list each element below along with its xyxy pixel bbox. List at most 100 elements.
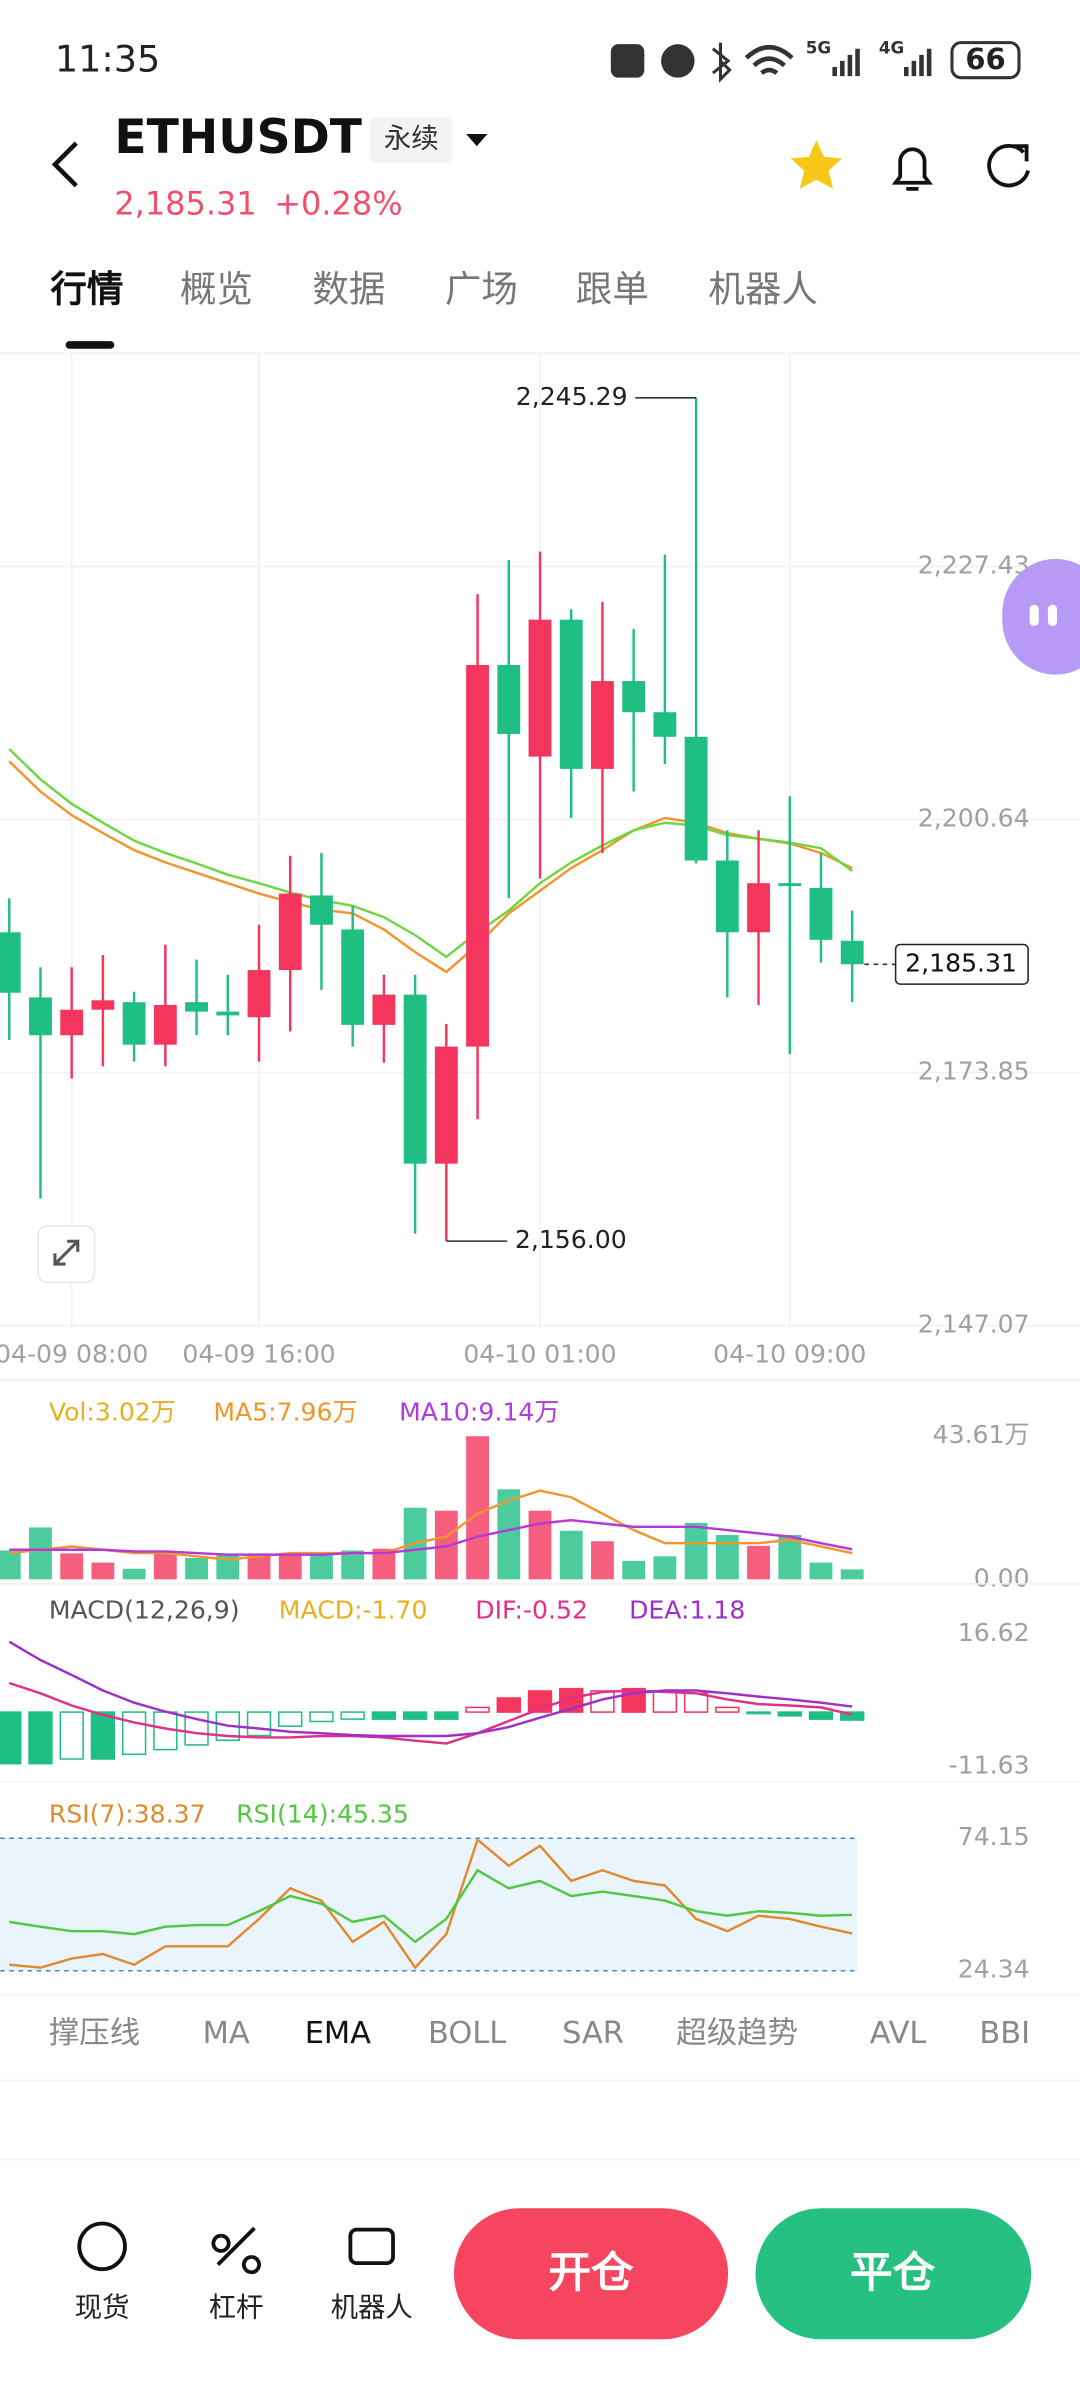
contract-badge[interactable]: 永续: [384, 124, 439, 155]
volume-bar: [0, 1550, 21, 1580]
candle-body: [840, 940, 864, 965]
macd-bar: [309, 1711, 334, 1723]
margin-button[interactable]: 杠杆: [209, 2292, 264, 2323]
rsi-band: [0, 1838, 858, 1971]
assistant-bubble[interactable]: [1002, 558, 1080, 675]
macd-title: MACD(12,26,9): [49, 1595, 240, 1624]
close-button[interactable]: [755, 2208, 1032, 2340]
legend-entry: MACD:-1.70: [279, 1595, 428, 1624]
candle-body: [29, 997, 52, 1036]
y-tick-label: 16.62: [958, 1618, 1030, 1647]
badge-bg: [370, 117, 453, 163]
open-label: 开仓: [548, 2248, 634, 2298]
dropdown-icon[interactable]: [466, 134, 488, 147]
back-button[interactable]: [51, 141, 78, 188]
candle-body: [778, 883, 802, 887]
spot-button[interactable]: 现货: [75, 2292, 130, 2323]
tab[interactable]: 机器人: [708, 267, 818, 310]
net-5g: 5G: [806, 38, 831, 58]
volume-bar: [497, 1489, 521, 1580]
volume-bar: [653, 1556, 677, 1580]
candle-body: [747, 883, 770, 933]
battery-level: 66: [965, 42, 1005, 76]
rsi-line: [9, 1868, 853, 1944]
header-change: +0.28%: [274, 185, 402, 223]
indicator-tab[interactable]: 撑压线: [49, 2016, 140, 2051]
tab[interactable]: 跟单: [576, 267, 649, 310]
volume-bar: [60, 1553, 84, 1580]
x-tick-label: 04-09 08:00: [0, 1339, 148, 1368]
macd-bar: [746, 1711, 771, 1715]
candle-body: [715, 860, 739, 933]
macd-bar: [402, 1711, 428, 1720]
candle-body: [91, 1000, 115, 1010]
macd-bar: [777, 1711, 802, 1717]
favorite-button[interactable]: [790, 140, 843, 189]
charts: 2,227.43 2,200.64 2,173.85 2,147.07 04-09 08…: [0, 353, 1080, 1984]
volume-ma-line: [9, 1518, 853, 1556]
macd-line: [8, 1681, 853, 1745]
y-tick-label: 0.00: [974, 1563, 1030, 1592]
x-tick-label: 04-10 09:00: [713, 1339, 866, 1368]
candle-body: [528, 619, 552, 757]
tab[interactable]: 数据: [312, 267, 385, 310]
legend-entry: MA10:9.14万: [399, 1397, 559, 1426]
spot-icon: [77, 2221, 127, 2272]
macd-bar: [652, 1690, 678, 1713]
candle-body: [653, 712, 677, 737]
indicator-tab[interactable]: SAR: [562, 2016, 624, 2051]
share-button[interactable]: [987, 144, 1030, 188]
volume-bar: [747, 1545, 770, 1580]
tab[interactable]: 行情: [50, 267, 123, 310]
candle-body: [622, 681, 646, 713]
low-label: 2,156.00: [515, 1225, 627, 1254]
nfc-icon: [610, 44, 645, 78]
tab[interactable]: 概览: [180, 267, 253, 310]
volume-ma-line: [9, 1489, 853, 1561]
tab[interactable]: 广场: [445, 267, 518, 310]
signal-icon: [832, 48, 860, 77]
legend-entry: DEA:1.18: [629, 1595, 745, 1624]
indicator-tab[interactable]: MA: [203, 2016, 250, 2051]
indicator-tab[interactable]: EMA: [305, 2016, 371, 2051]
volume-bar: [341, 1550, 365, 1580]
macd-bar: [28, 1711, 53, 1765]
volume-bar: [559, 1530, 583, 1580]
volume-bar: [684, 1522, 708, 1580]
candle-body: [247, 970, 271, 1018]
alert-button[interactable]: [891, 147, 933, 191]
x-tick-label: 04-09 16:00: [182, 1339, 335, 1368]
tab-indicator: [65, 341, 115, 349]
bubble-eye: [1047, 604, 1058, 626]
legend-entry: DIF:-0.52: [475, 1595, 588, 1624]
candle-body: [684, 736, 708, 861]
macd-bar: [0, 1711, 22, 1765]
volume-bar: [153, 1553, 177, 1580]
candle-body: [278, 893, 302, 971]
indicator-tab[interactable]: BBI: [979, 2016, 1030, 2051]
last-price-box: [894, 943, 1029, 985]
x-tick-label: 04-10 01:00: [463, 1339, 616, 1368]
bot-button[interactable]: 机器人: [331, 2292, 413, 2323]
indicator-tab[interactable]: 超级趋势: [676, 2016, 798, 2051]
net-4g: 4G: [879, 38, 904, 58]
close-label: 平仓: [850, 2248, 936, 2298]
volume-bar: [29, 1527, 52, 1580]
macd-bar: [59, 1711, 84, 1760]
indicator-tab[interactable]: AVL: [870, 2016, 927, 2051]
high-label: 2,245.29: [516, 382, 628, 411]
volume-bar: [809, 1562, 833, 1580]
y-tick-label: 2,200.64: [918, 804, 1030, 833]
macd-bar: [340, 1711, 365, 1720]
candle-body: [185, 1002, 208, 1012]
legend-entry: MA5:7.96万: [213, 1397, 357, 1426]
indicator-tab[interactable]: BOLL: [428, 2016, 506, 2051]
volume-bar: [528, 1510, 552, 1580]
candle-body: [497, 665, 521, 734]
volume-bar: [466, 1436, 489, 1580]
volume-bar: [840, 1569, 864, 1580]
open-button[interactable]: [453, 2208, 729, 2340]
volume-bar: [247, 1553, 271, 1580]
